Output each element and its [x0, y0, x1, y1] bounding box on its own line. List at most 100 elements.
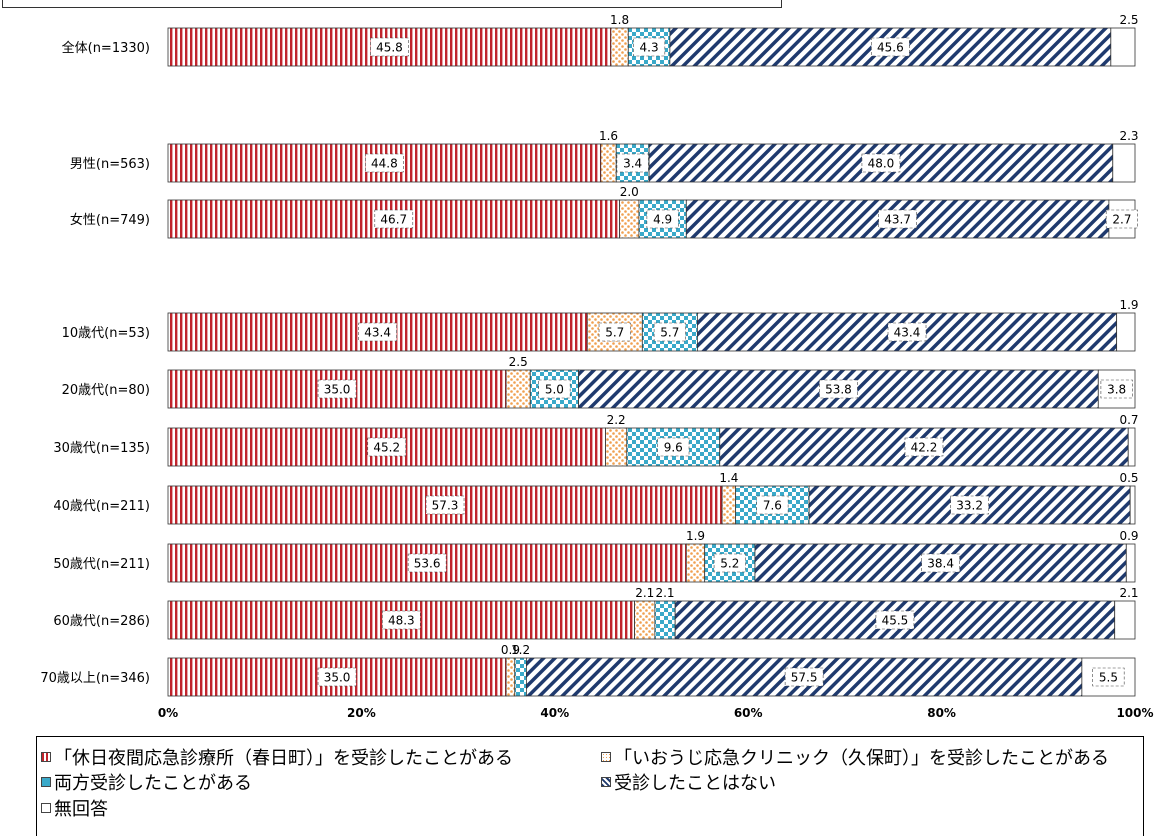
legend-swatch-empty: [41, 803, 51, 813]
data-label: 0.9: [1119, 529, 1138, 543]
data-label: 33.2: [956, 499, 983, 513]
x-tick-label: 20%: [347, 706, 376, 720]
data-label-box: [653, 322, 686, 342]
data-label-box: [921, 553, 960, 573]
data-label: 57.3: [432, 499, 459, 513]
legend-label: 「いおうじ応急クリニック（久保町）」を受診したことがある: [614, 748, 1109, 769]
data-label: 2.1: [655, 586, 674, 600]
bar-segment: [754, 543, 1127, 583]
data-label: 4.9: [653, 213, 672, 227]
legend-swatch-diagonal: [601, 777, 611, 787]
data-label: 5.0: [545, 383, 564, 397]
data-label-box: [646, 209, 679, 229]
data-label-box: [861, 153, 901, 173]
bar-segment: [605, 427, 628, 467]
legend-swatch-checker: [41, 777, 51, 787]
data-label-box: [887, 322, 927, 342]
category-label: 女性(n=749): [70, 212, 150, 228]
bar-segment: [1125, 543, 1136, 583]
bar-segment: [167, 199, 620, 239]
bar-segment: [1112, 143, 1136, 183]
data-label: 5.2: [720, 557, 739, 571]
data-label: 45.5: [882, 614, 909, 628]
bar-segment: [1116, 312, 1136, 352]
bar-segment: [685, 543, 706, 583]
data-label-box: [713, 553, 746, 573]
data-label: 44.8: [371, 157, 398, 171]
data-label: 1.2: [511, 643, 530, 657]
legend-label: 両方受診したことがある: [54, 773, 252, 794]
category-label: 60歳代(n=286): [53, 614, 150, 629]
data-label-box: [871, 37, 910, 57]
data-label: 53.8: [825, 383, 852, 397]
data-label-box: [1092, 667, 1125, 687]
category-label: 40歳代(n=211): [53, 499, 150, 514]
data-label: 48.3: [388, 614, 415, 628]
data-label-box: [365, 153, 404, 173]
bar-segment: [505, 369, 531, 409]
x-tick-label: 80%: [927, 706, 956, 720]
data-label-box: [367, 437, 407, 457]
legend-label: 無回答: [54, 799, 108, 820]
data-label: 3.4: [623, 157, 642, 171]
data-label-box: [875, 610, 915, 630]
legend-swatch-dots: [601, 752, 611, 762]
x-tick-label: 0%: [158, 706, 178, 720]
legend-label: 受診したことはない: [614, 773, 776, 794]
data-label: 2.0: [620, 185, 639, 199]
data-label-box: [819, 379, 858, 399]
data-label-box: [784, 667, 824, 687]
data-label: 0.7: [1119, 413, 1138, 427]
data-label: 5.7: [660, 326, 679, 340]
data-label: 45.8: [376, 41, 403, 55]
data-label: 45.2: [373, 441, 400, 455]
bar-segment: [514, 657, 527, 697]
data-label: 2.5: [509, 355, 528, 369]
data-label: 43.4: [894, 326, 921, 340]
bar-segment: [600, 143, 617, 183]
data-label: 38.4: [927, 557, 954, 571]
data-label-box: [950, 495, 989, 515]
x-tick-label: 60%: [734, 706, 763, 720]
legend: 「休日夜間応急診療所（春日町）」を受診したことがある 「いおうじ応急クリニック（…: [36, 736, 1144, 836]
data-label-box: [425, 495, 465, 515]
data-label: 53.6: [414, 557, 441, 571]
data-label-box: [317, 667, 357, 687]
x-tick-label: 100%: [1116, 706, 1153, 720]
category-label: 男性(n=563): [70, 157, 150, 172]
category-label: 50歳代(n=211): [53, 557, 150, 572]
bar-segment: [610, 27, 629, 67]
bar-segment: [619, 199, 640, 239]
data-label: 0.5: [1119, 471, 1138, 485]
data-label-box: [1105, 209, 1138, 229]
x-tick-label: 40%: [540, 706, 569, 720]
bar-segment: [1129, 485, 1136, 525]
data-label-box: [878, 209, 917, 229]
data-label-box: [904, 437, 944, 457]
data-label: 48.0: [868, 157, 895, 171]
data-label: 5.7: [605, 326, 624, 340]
data-label: 5.5: [1099, 671, 1118, 685]
data-label: 45.6: [877, 41, 904, 55]
data-label: 1.9: [686, 529, 705, 543]
title-box: [2, 0, 782, 8]
data-label: 2.2: [607, 413, 626, 427]
legend-label: 「休日夜間応急診療所（春日町）」を受診したことがある: [54, 748, 513, 769]
data-label: 1.9: [1119, 298, 1138, 312]
stacked-bar-chart: 全体(n=1330) 45.8 1.8 4.3 45.6 2.5 男性(n=563) 44.8…: [40, 13, 1153, 720]
bar-segment: [1114, 600, 1136, 640]
bar-segment: [634, 600, 656, 640]
category-label: 30歳代(n=135): [53, 441, 150, 456]
category-label: 20歳代(n=80): [62, 383, 150, 398]
data-label: 4.3: [640, 41, 659, 55]
category-label: 全体(n=1330): [62, 40, 150, 56]
bar-segment: [505, 657, 516, 697]
data-label-box: [381, 610, 421, 630]
data-label: 57.5: [791, 671, 818, 685]
data-label: 2.7: [1112, 213, 1131, 227]
category-label: 70歳以上(n=346): [40, 671, 150, 686]
legend-item-kasugacho: 「休日夜間応急診療所（春日町）」を受診したことがある: [41, 744, 513, 770]
data-label: 3.8: [1107, 383, 1126, 397]
data-label-box: [657, 437, 690, 457]
data-label: 7.6: [763, 499, 782, 513]
